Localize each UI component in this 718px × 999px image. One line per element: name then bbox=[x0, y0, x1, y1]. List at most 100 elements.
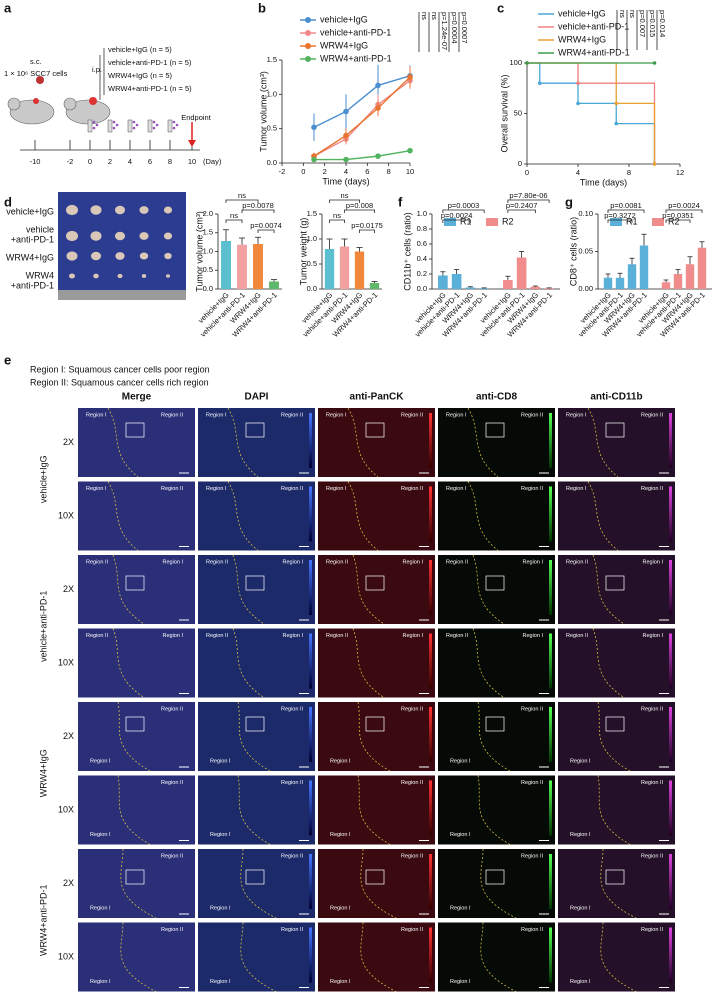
comparison-bracket bbox=[225, 199, 259, 203]
x-tick-label: 12 bbox=[676, 168, 684, 177]
y-tick-label: 1.0 bbox=[267, 89, 277, 98]
survival-point bbox=[576, 81, 580, 85]
syringe bbox=[127, 119, 133, 133]
zoom-box bbox=[245, 716, 265, 732]
region-label: Region II bbox=[206, 559, 228, 565]
significance-label: ns bbox=[618, 10, 627, 18]
region-label: Region II bbox=[281, 486, 303, 492]
intensity-bar bbox=[309, 413, 312, 468]
comparison-bracket bbox=[344, 209, 375, 213]
y-tick-label: 0.5 bbox=[267, 124, 277, 133]
region-label: Region I bbox=[446, 486, 467, 492]
region-label: Region I bbox=[90, 758, 111, 764]
zoom-box bbox=[245, 575, 265, 591]
zoom-box bbox=[485, 869, 505, 885]
region-boundary bbox=[477, 701, 511, 772]
significance-label: p=0.0004 bbox=[450, 12, 459, 44]
region-label: Region II bbox=[281, 780, 303, 786]
bar bbox=[627, 264, 637, 289]
bar bbox=[438, 275, 448, 289]
region-boundary bbox=[237, 775, 271, 845]
comparison-bracket bbox=[225, 219, 243, 223]
bar bbox=[615, 277, 625, 289]
x-tick-label: -2 bbox=[279, 167, 286, 176]
region-boundary bbox=[107, 481, 139, 551]
bar bbox=[269, 281, 279, 289]
group-label: WRW4+anti-PD-1 (n = 5) bbox=[108, 84, 192, 93]
significance-label: p=0.0024 bbox=[441, 211, 473, 220]
region-label: Region II bbox=[521, 486, 543, 492]
micrograph bbox=[318, 775, 435, 845]
region-label: Region I bbox=[90, 979, 111, 985]
region-label: Region I bbox=[210, 832, 231, 838]
region-label: Region I bbox=[566, 486, 587, 492]
region-boundary bbox=[347, 407, 379, 478]
intensity-bar bbox=[429, 486, 432, 542]
tumor bbox=[90, 205, 102, 215]
region-label: Region II bbox=[641, 780, 663, 786]
dose-dot bbox=[95, 123, 99, 127]
data-point bbox=[343, 132, 349, 139]
endpoint-label: Endpoint bbox=[181, 113, 212, 122]
group-label: WRW4+IgG (n = 5) bbox=[108, 71, 173, 80]
comparison-bracket bbox=[665, 209, 703, 213]
legend-label: R2 bbox=[668, 216, 680, 226]
region-label: Region I bbox=[566, 412, 587, 418]
comparison-bracket bbox=[329, 219, 345, 223]
region-label: Region II bbox=[641, 927, 663, 933]
group-label: WRW4+anti-PD-1 bbox=[38, 884, 48, 956]
region-label: Region I bbox=[330, 832, 351, 838]
bar bbox=[324, 249, 335, 289]
tumor bbox=[139, 232, 149, 240]
intensity-bar bbox=[549, 413, 552, 468]
timeline-label: 4 bbox=[128, 157, 132, 166]
zoom-box bbox=[485, 422, 505, 438]
ruler bbox=[58, 290, 186, 300]
zoom-box bbox=[485, 716, 505, 732]
y-tick-label: 1.0 bbox=[203, 246, 213, 255]
y-tick-label: 0.0 bbox=[417, 284, 427, 293]
dose-dot bbox=[112, 120, 116, 124]
significance-label: ns bbox=[230, 211, 238, 220]
region-label: Region I bbox=[450, 832, 471, 838]
magnification-label: 10X bbox=[58, 510, 74, 520]
intensity-bar bbox=[669, 560, 672, 615]
y-tick-label: 2.0 bbox=[203, 209, 213, 218]
tumor bbox=[90, 251, 102, 261]
dose-dot bbox=[132, 126, 136, 130]
legend-marker bbox=[305, 17, 311, 23]
region-label: Region I bbox=[283, 633, 304, 639]
region-label: Region II bbox=[86, 559, 108, 565]
group-label: vehicle+IgG bbox=[38, 455, 48, 503]
fit-line bbox=[313, 76, 411, 157]
bar bbox=[639, 245, 649, 289]
magnification-label: 2X bbox=[63, 584, 74, 594]
survival-point bbox=[537, 81, 542, 85]
region-label: Region I bbox=[446, 412, 467, 418]
micrograph bbox=[198, 922, 315, 992]
data-point bbox=[407, 147, 413, 154]
region-label: Region II bbox=[641, 412, 663, 418]
micrograph bbox=[78, 702, 195, 771]
bar bbox=[603, 277, 613, 289]
bar bbox=[465, 287, 476, 289]
syringe bbox=[107, 119, 113, 133]
region-boundary bbox=[107, 407, 139, 478]
x-tick-label: 0 bbox=[301, 167, 305, 176]
legend-swatch bbox=[444, 218, 456, 226]
panel-label: d bbox=[4, 194, 12, 209]
region-boundary bbox=[587, 407, 619, 478]
bar bbox=[253, 244, 263, 289]
y-tick-label: 50 bbox=[514, 108, 522, 117]
micrograph bbox=[438, 481, 555, 551]
region-boundary bbox=[467, 407, 499, 478]
x-tick-label: 10 bbox=[406, 167, 414, 176]
x-tick-label: 8 bbox=[627, 168, 631, 177]
timeline-label: 10 bbox=[188, 157, 196, 166]
zoom-box bbox=[605, 422, 625, 438]
dose-dot bbox=[172, 120, 176, 124]
zoom-box bbox=[365, 869, 385, 885]
zoom-box bbox=[605, 575, 625, 591]
data-point bbox=[407, 74, 413, 80]
